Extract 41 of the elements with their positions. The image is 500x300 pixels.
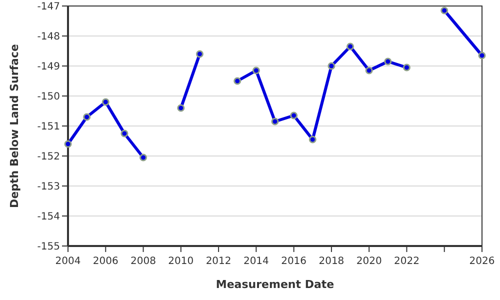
point [64,140,72,148]
x-tick-label: 2010 [168,256,194,267]
point [365,66,373,74]
point [120,130,128,138]
point [234,77,242,85]
x-axis-title: Measurement Date [216,278,334,291]
point [102,98,110,106]
y-tick-label: -154 [37,212,60,222]
x-tick-label: 2016 [281,256,307,267]
point [328,62,336,70]
point [346,42,354,50]
x-tick-label: 2026 [469,256,495,267]
point [308,136,316,144]
point [290,112,298,120]
x-tick-label: 2006 [92,256,118,267]
point [196,50,204,58]
y-tick-label: -150 [37,92,60,102]
point [140,154,148,162]
x-tick-label: 2020 [356,256,382,267]
point [402,64,410,72]
x-tick-label: 2012 [206,256,232,267]
x-tick-label: 2008 [130,256,156,267]
point [83,113,91,121]
y-tick-label: -147 [37,2,60,12]
y-axis-title: Depth Below Land Surface [8,44,21,208]
x-tick-label: 2014 [243,256,269,267]
point [271,118,279,126]
point [177,104,185,112]
y-tick-label: -149 [37,62,60,72]
y-tick-label: -155 [37,242,60,252]
y-tick-label: -148 [37,32,60,42]
x-tick-label: 2022 [394,256,420,267]
point [252,66,260,74]
x-tick-label: 2018 [318,256,344,267]
point [478,52,486,60]
point [384,58,392,66]
point [440,6,448,14]
x-tick-label: 2004 [55,256,81,267]
y-tick-label: -151 [37,122,60,132]
y-tick-label: -152 [37,152,60,162]
y-tick-label: -153 [37,182,60,192]
